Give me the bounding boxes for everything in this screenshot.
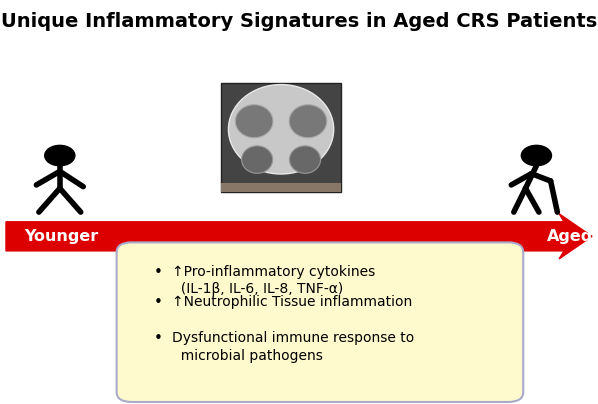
- FancyBboxPatch shape: [221, 83, 341, 192]
- Text: ↑Pro-inflammatory cytokines
  (IL-1β, IL-6, IL-8, TNF-α): ↑Pro-inflammatory cytokines (IL-1β, IL-6…: [172, 265, 376, 296]
- Circle shape: [521, 145, 551, 166]
- Circle shape: [45, 145, 75, 166]
- Text: •: •: [154, 295, 163, 310]
- FancyArrow shape: [6, 214, 592, 259]
- Text: Aged: Aged: [547, 229, 593, 244]
- Ellipse shape: [289, 146, 321, 173]
- Ellipse shape: [242, 146, 273, 173]
- Ellipse shape: [228, 84, 334, 174]
- FancyBboxPatch shape: [117, 242, 523, 402]
- Text: Unique Inflammatory Signatures in Aged CRS Patients: Unique Inflammatory Signatures in Aged C…: [1, 12, 597, 31]
- Text: •: •: [154, 331, 163, 346]
- Text: ↑Neutrophilic Tissue inflammation: ↑Neutrophilic Tissue inflammation: [172, 295, 413, 309]
- Ellipse shape: [236, 105, 273, 138]
- Text: •: •: [154, 265, 163, 280]
- FancyBboxPatch shape: [221, 183, 341, 192]
- Ellipse shape: [289, 105, 327, 138]
- Text: Dysfunctional immune response to
  microbial pathogens: Dysfunctional immune response to microbi…: [172, 331, 414, 362]
- Text: Younger: Younger: [24, 229, 98, 244]
